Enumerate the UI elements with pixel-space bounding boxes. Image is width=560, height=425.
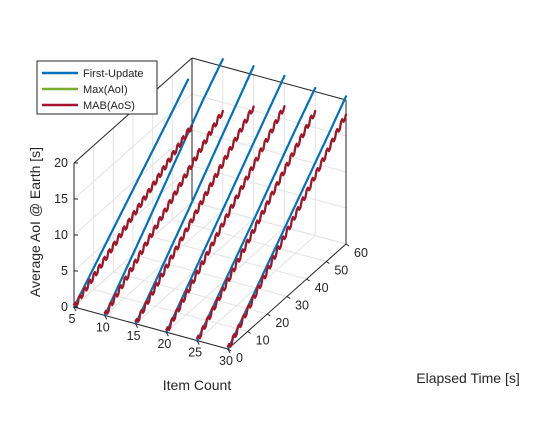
y-tick-label: 30 [219,354,233,368]
legend-label: First-Update [83,68,144,80]
y-tick-mark [227,348,231,354]
x-tick-mark [286,296,291,299]
y-tick-mark [73,306,77,312]
series-line-item-20 [165,74,286,334]
series-line-item-5 [72,124,194,307]
series-line-item-10 [103,109,224,315]
series-MAB(AoS) [72,105,348,348]
x-tick-label: 10 [256,334,270,348]
box-edge [191,57,347,101]
grid-line [113,271,268,315]
y-tick-mark [104,315,108,320]
x-tick-mark [247,331,251,334]
x-tick-mark [267,313,271,317]
grid-line [73,129,193,236]
y-tick-mark [165,331,169,337]
series-line-item-10 [103,58,224,317]
z-tick-label: 10 [54,228,68,242]
z-tick-label: 15 [54,192,68,206]
series-line-item-15 [134,105,255,323]
y-tick-mark [135,323,139,329]
series-layer [72,58,348,351]
series-First-Update [72,58,348,351]
x-tick-label: 0 [236,351,243,365]
y-axis-label: Item Count [163,377,232,393]
z-tick-label: 20 [54,156,68,170]
z-tick-label: 0 [61,300,68,314]
legend-label: Max(AoI) [83,84,128,96]
y-tick-label: 25 [188,346,202,360]
z-axis-label: Average AoI @ Earth [s] [27,147,43,297]
y-tick-label: 10 [96,320,110,334]
y-tick-label: 15 [127,329,141,343]
x-tick-mark [306,278,310,282]
legend-label: MAB(AoS) [83,100,135,112]
series-line-item-5 [72,78,190,309]
grid-line [191,93,347,137]
legend: First-Update Max(AoI) MAB(AoS) [36,60,158,115]
series-line-item-20 [165,105,286,332]
grid-line [132,254,288,297]
x-tick-label: 30 [295,299,309,313]
x-tick-mark [326,261,330,264]
x-tick-label: 50 [334,264,348,278]
series-line-item-25 [196,109,317,340]
y-tick-label: 5 [69,312,76,326]
x-tick-label: 60 [354,246,368,260]
y-tick-mark [196,340,200,345]
y-tick-label: 20 [157,337,171,351]
y-axis-line [73,306,229,350]
series-line-item-30 [226,113,348,348]
x-tick-mark [345,243,350,247]
x-tick-label: 20 [275,316,289,330]
axes-box [73,57,347,350]
x-axis-label: Elapsed Time [s] [416,370,520,386]
series-line-item-15 [134,65,255,325]
grid-line [93,289,248,332]
z-tick-label: 5 [61,264,68,278]
x-tick-label: 40 [315,281,329,295]
grid-line [191,201,347,245]
